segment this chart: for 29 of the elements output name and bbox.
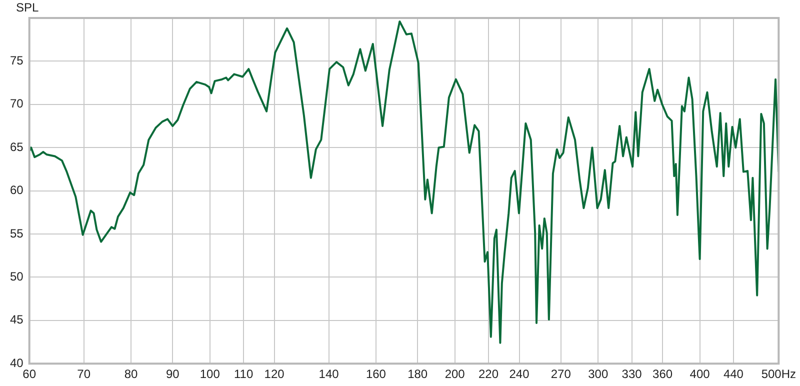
x-tick-label: 220 bbox=[478, 367, 499, 382]
y-tick-label: 40 bbox=[10, 356, 24, 370]
x-tick-label: 110 bbox=[234, 367, 254, 382]
x-tick-label: 330 bbox=[622, 367, 642, 382]
x-tick-label: 80 bbox=[124, 367, 138, 382]
y-tick-label: 75 bbox=[10, 54, 24, 68]
y-tick-label: 60 bbox=[10, 183, 24, 198]
y-tick-label: 70 bbox=[10, 96, 24, 111]
y-axis-title: SPL bbox=[16, 0, 40, 14]
x-tick-label: 140 bbox=[318, 367, 340, 382]
x-tick-label: 270 bbox=[550, 367, 572, 382]
x-tick-label: 360 bbox=[652, 367, 673, 382]
x-tick-label: 300 bbox=[588, 367, 608, 382]
x-tick-label: 100 bbox=[200, 367, 220, 382]
y-tick-label: 45 bbox=[10, 312, 24, 327]
x-tick-label: 120 bbox=[264, 367, 285, 382]
y-tick-label: 50 bbox=[10, 270, 24, 284]
x-tick-label: 60 bbox=[22, 367, 36, 382]
x-tick-label: 70 bbox=[77, 367, 91, 382]
x-tick-label: 180 bbox=[408, 367, 428, 382]
x-tick-label: 400 bbox=[690, 367, 710, 382]
y-tick-label: 55 bbox=[10, 226, 24, 240]
x-tick-label: 90 bbox=[166, 367, 180, 382]
x-tick-label: 160 bbox=[366, 367, 386, 382]
x-tick-label: 440 bbox=[723, 367, 744, 382]
x-tick-label: 200 bbox=[444, 367, 466, 382]
y-tick-label: 65 bbox=[10, 140, 24, 154]
x-tick-label: 240 bbox=[509, 367, 530, 382]
x-tick-label: 500Hz bbox=[761, 367, 796, 382]
